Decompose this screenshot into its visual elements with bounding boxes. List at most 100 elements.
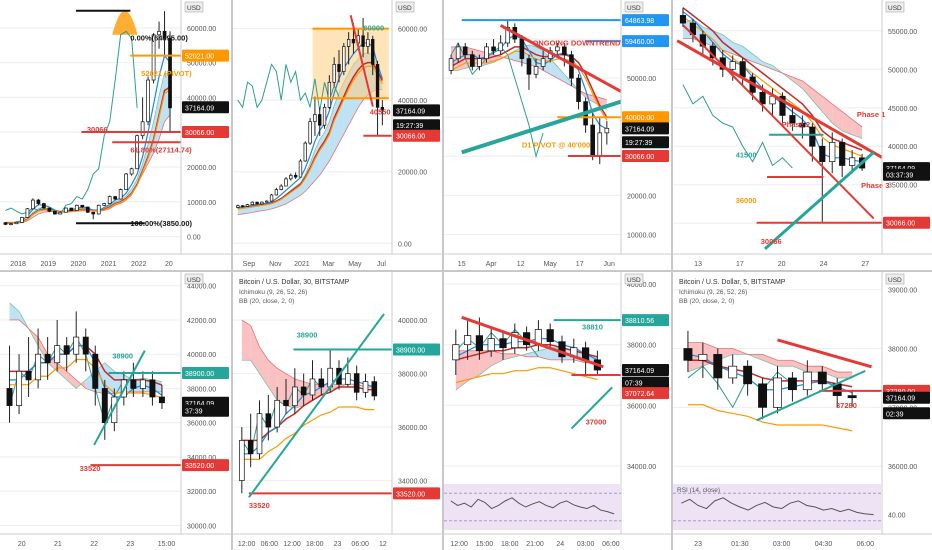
candle [3,221,8,226]
candle-body [63,207,68,213]
candle [462,42,468,59]
price-tag [622,376,669,389]
candle [149,371,156,406]
senkou-span-b [687,342,853,373]
candle-body [477,58,482,67]
candle-body [462,46,468,56]
chart-panel-4[interactable]: 55000.00 50000.00 45000.00 40000.00 35000.00… [673,0,932,270]
rsi-tick-label: 40.00 [888,513,906,520]
price-tag [622,136,669,149]
candle [309,360,316,401]
x-tick-label: 2018 [10,261,26,268]
x-tick-label: 23 [126,541,134,548]
price-tag-label: 37072.64 [625,391,654,398]
candle-body [470,54,475,67]
currency-box [184,273,204,285]
y-tick-label: 44000.00 [187,284,216,291]
candle-body [247,440,254,455]
y-tick-label: 20000.00 [187,165,216,172]
chart-panel-2[interactable]: 60000.00 40000.00 20000.00 0.00 60000 40550 US… [233,0,442,270]
candle-body [448,58,454,71]
candle [847,389,857,408]
candle [255,201,259,205]
price-tag [182,101,229,114]
candle-body [158,396,165,404]
x-tick-label: 12:00 [450,541,468,548]
x-tick-label: 2019 [40,261,56,268]
y-tick-label: 34000.00 [187,455,216,462]
trend-line [499,24,622,93]
candle [787,372,797,402]
y-tick-label: 39000.00 [888,288,917,295]
chart-panel-1[interactable]: 60000.0050000.0040000.0030000.0020000.00… [0,0,231,270]
candle [303,141,307,162]
candle-body [371,39,375,65]
candle-body [16,370,23,406]
kumo-segment [277,368,286,406]
candle [129,167,134,176]
price-tag-label: 33520.00 [185,463,214,470]
x-tick-label: 22 [90,541,98,548]
candle-body [298,160,303,178]
candle-body [107,196,112,204]
price-tag [622,364,669,377]
chart-panel-8[interactable]: 39000.0038000.0037000.0036000.0037280Bit… [673,272,932,550]
price-tag-label: 52021.00 [185,54,214,61]
kumo-segment [792,76,803,89]
kumo-segment [832,103,843,131]
candle [499,332,507,360]
x-tick-label: 13 [694,261,702,268]
x-tick-label: Mar [322,261,335,268]
tenkan-line [450,34,608,130]
y-tick-label: 40000.00 [627,282,656,289]
price-tag-label: 07:39 [625,381,643,388]
candle [269,193,274,202]
candle [151,33,156,84]
candle-body [25,208,30,218]
candle [158,385,165,409]
candle [274,187,279,196]
candle [292,368,298,414]
candle [327,75,332,110]
kumo-segment [334,93,339,153]
candle-body [366,39,370,47]
price-tag-label: 33520.00 [396,491,425,498]
chart-panel-5[interactable]: 44000.00 42000.00 40000.00 38000.00 36000.00… [0,272,231,550]
candle [284,177,288,187]
kumo-segment [802,80,813,101]
annotation-label: 38900 [112,351,133,360]
x-tick-label: 15:00 [158,541,176,548]
y-tick-label: 38000.00 [187,386,216,393]
y-tick-label: 50000.00 [627,76,656,83]
y-tick-label: 36000.00 [627,403,656,410]
price-tag-label: 38900.00 [185,371,214,378]
price-tag [182,125,229,138]
chikou-line [687,365,793,409]
candle-body [318,114,322,126]
candle-body [332,64,336,83]
y-tick-label: 0.00 [398,241,412,248]
candle-body [739,61,746,78]
chart-panel-6[interactable]: 40000.00 38000.00 36000.00 34000.00 38900 335… [233,272,442,550]
candle-body [345,373,351,385]
candle-body [240,205,245,208]
kumo-segment [241,320,251,361]
x-tick-label: 01:30 [731,541,749,548]
price-tag [393,343,440,356]
kumo-segment [538,347,551,360]
annotation-label: Phase 1 [857,110,885,119]
price-tag [622,35,669,48]
candle [20,216,24,223]
chart-panel-3[interactable]: 60000.0050000.0040000.0030000.0020000.00… [444,0,671,270]
candle-body [293,174,298,178]
kumo-segment [557,66,565,83]
candle-body [318,378,325,388]
price-tag-label: 30066.00 [625,154,654,161]
candle-body [582,347,590,361]
candle [318,368,325,395]
candle [289,173,293,181]
currency-box [885,273,905,285]
candle [162,11,167,56]
chart-panel-7[interactable]: 40000.00 38000.00 36000.00 34000.00 38810 370… [444,272,671,550]
candle [25,337,32,398]
